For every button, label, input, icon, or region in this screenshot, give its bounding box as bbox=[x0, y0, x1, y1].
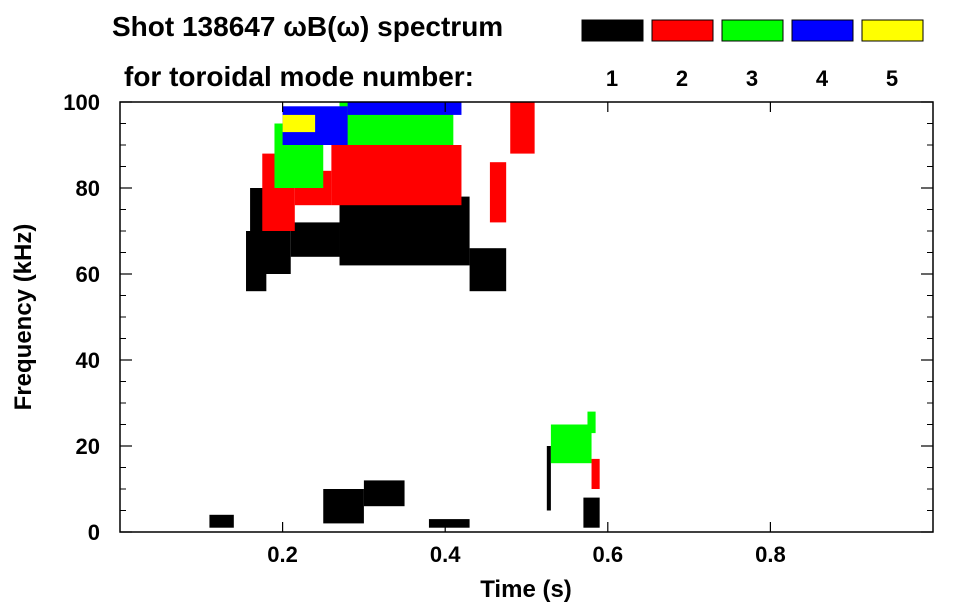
band-n=3-3 bbox=[587, 411, 596, 434]
x-tick-label-0.4: 0.4 bbox=[430, 542, 461, 567]
y-tick-label-20: 20 bbox=[76, 434, 100, 459]
spectrum-marks bbox=[209, 102, 600, 528]
y-tick-label-60: 60 bbox=[76, 262, 100, 287]
band-n=1-6 bbox=[323, 489, 364, 524]
band-n=1-4 bbox=[469, 248, 507, 292]
legend-swatch-mode-3 bbox=[721, 19, 784, 42]
chart-title-line2: for toroidal mode number: bbox=[124, 61, 474, 92]
band-n=5-0 bbox=[282, 114, 316, 133]
band-n=2-5 bbox=[591, 458, 600, 489]
x-tick-label-0.2: 0.2 bbox=[267, 542, 298, 567]
band-n=1-5 bbox=[209, 514, 234, 528]
y-tick-label-100: 100 bbox=[63, 90, 100, 115]
y-tick-label-80: 80 bbox=[76, 176, 100, 201]
y-tick-label-0: 0 bbox=[88, 520, 100, 545]
y-tick-label-40: 40 bbox=[76, 348, 100, 373]
chart-title-line1: Shot 138647 ωB(ω) spectrum bbox=[112, 11, 503, 42]
band-n=3-2 bbox=[550, 424, 592, 464]
y-axis-label: Frequency (kHz) bbox=[10, 224, 37, 411]
mode-legend: 1 2 3 4 5 bbox=[581, 19, 924, 91]
band-n=1-8 bbox=[428, 519, 470, 528]
series-n=2 bbox=[262, 102, 600, 489]
legend-label-mode-2: 2 bbox=[676, 66, 688, 91]
band-n=1-9 bbox=[546, 446, 551, 511]
x-tick-label-0.8: 0.8 bbox=[755, 542, 786, 567]
band-n=2-4 bbox=[510, 102, 535, 154]
legend-swatch-mode-5 bbox=[861, 19, 924, 42]
series-n=5 bbox=[282, 114, 316, 133]
legend-label-mode-1: 1 bbox=[606, 66, 618, 91]
axes: 0 20 40 60 80 100 0.2 0.4 0.6 0.8 bbox=[63, 90, 933, 567]
band-n=1-10 bbox=[583, 497, 600, 528]
legend-label-mode-3: 3 bbox=[746, 66, 758, 91]
band-n=1-3 bbox=[339, 196, 470, 266]
x-axis-label: Time (s) bbox=[480, 576, 572, 603]
x-tick-label-0.6: 0.6 bbox=[593, 542, 624, 567]
band-n=1-7 bbox=[363, 480, 405, 507]
legend-swatch-mode-1 bbox=[581, 19, 644, 42]
plot-frame bbox=[119, 101, 934, 533]
legend-swatch-mode-4 bbox=[791, 19, 854, 42]
legend-swatch-mode-2 bbox=[651, 19, 714, 42]
band-n=4-1 bbox=[347, 102, 462, 115]
band-n=2-2 bbox=[331, 145, 462, 206]
band-n=1-2 bbox=[290, 222, 340, 257]
legend-label-mode-5: 5 bbox=[886, 66, 898, 91]
legend-label-mode-4: 4 bbox=[816, 66, 829, 91]
band-n=2-3 bbox=[489, 162, 507, 223]
series-n=1 bbox=[209, 188, 600, 528]
